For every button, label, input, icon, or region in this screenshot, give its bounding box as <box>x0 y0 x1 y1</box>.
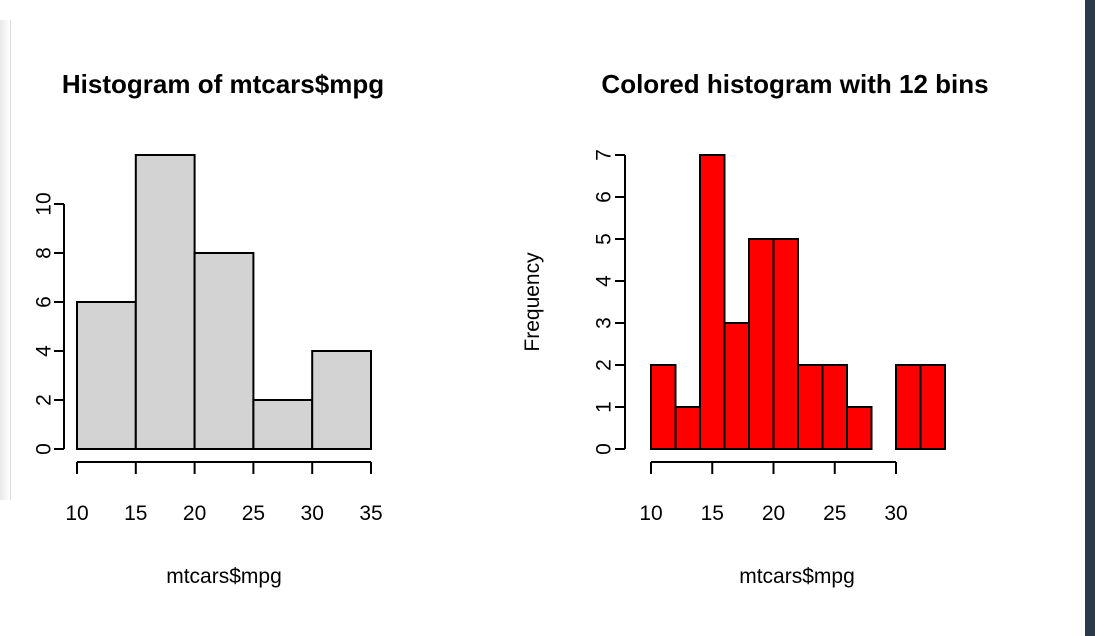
x-tick-label: 35 <box>359 502 382 525</box>
histogram-bar <box>895 364 922 450</box>
y-tick-label: 5 <box>593 233 616 245</box>
y-axis-label-right: Frequency <box>521 252 544 352</box>
y-tick-label: 10 <box>33 192 56 215</box>
histogram-bar <box>723 322 750 450</box>
y-tick-label: 3 <box>593 317 616 329</box>
x-axis-label-left: mtcars$mpg <box>166 565 282 588</box>
histogram-bar <box>650 364 677 450</box>
x-tick-label: 10 <box>639 502 662 525</box>
y-tick-label: 7 <box>593 149 616 161</box>
x-axis-left: 10 15 20 25 30 35 <box>65 461 383 525</box>
x-tick-label: 30 <box>301 502 324 525</box>
y-tick-label: 8 <box>33 247 56 259</box>
y-tick-label: 6 <box>593 191 616 203</box>
y-tick-label: 6 <box>33 296 56 308</box>
histogram-right: Colored histogram with 12 bins mtcars$mp… <box>521 69 989 588</box>
y-tick-label: 1 <box>593 401 616 413</box>
x-tick-label: 20 <box>762 502 785 525</box>
x-tick-label: 30 <box>884 502 907 525</box>
x-tick-label: 25 <box>823 502 846 525</box>
histogram-bar <box>252 399 314 450</box>
x-tick-label: 15 <box>124 502 147 525</box>
y-tick-label: 0 <box>593 443 616 455</box>
histogram-bar <box>311 350 373 450</box>
histogram-bar <box>748 238 775 450</box>
histogram-bar <box>772 238 799 450</box>
y-tick-label: 2 <box>593 359 616 371</box>
y-tick-label: 4 <box>33 345 56 357</box>
histogram-bar <box>846 406 873 450</box>
histogram-left: Histogram of mtcars$mpg mtcars$mpg 0 2 4 6 8… <box>33 69 385 588</box>
histogram-bar <box>797 364 824 450</box>
x-tick-label: 10 <box>65 502 88 525</box>
chart-title-right: Colored histogram with 12 bins <box>601 69 988 99</box>
histogram-bar <box>699 154 726 450</box>
y-tick-label: 4 <box>593 275 616 287</box>
left-panel-edge <box>0 20 11 500</box>
x-axis-label-right: mtcars$mpg <box>739 565 855 588</box>
x-tick-label: 20 <box>183 502 206 525</box>
x-tick-label: 25 <box>242 502 265 525</box>
histogram-bar <box>76 301 137 450</box>
bars-right <box>650 154 946 450</box>
histogram-bar <box>674 406 701 450</box>
bars-left <box>76 154 373 450</box>
window-edge <box>1085 0 1095 636</box>
histogram-bar <box>821 364 848 450</box>
y-tick-label: 2 <box>33 394 56 406</box>
y-axis-right: 0 1 2 3 4 5 6 7 <box>593 149 626 455</box>
y-tick-label: 0 <box>33 443 56 455</box>
x-tick-label: 15 <box>701 502 724 525</box>
histogram-bar <box>134 154 196 450</box>
chart-title-left: Histogram of mtcars$mpg <box>62 69 384 99</box>
y-axis-left: 0 2 4 6 8 10 <box>33 192 65 455</box>
histogram-bar <box>919 364 946 450</box>
x-axis-right: 10 15 20 25 30 <box>639 461 908 525</box>
histogram-bar <box>193 252 255 450</box>
